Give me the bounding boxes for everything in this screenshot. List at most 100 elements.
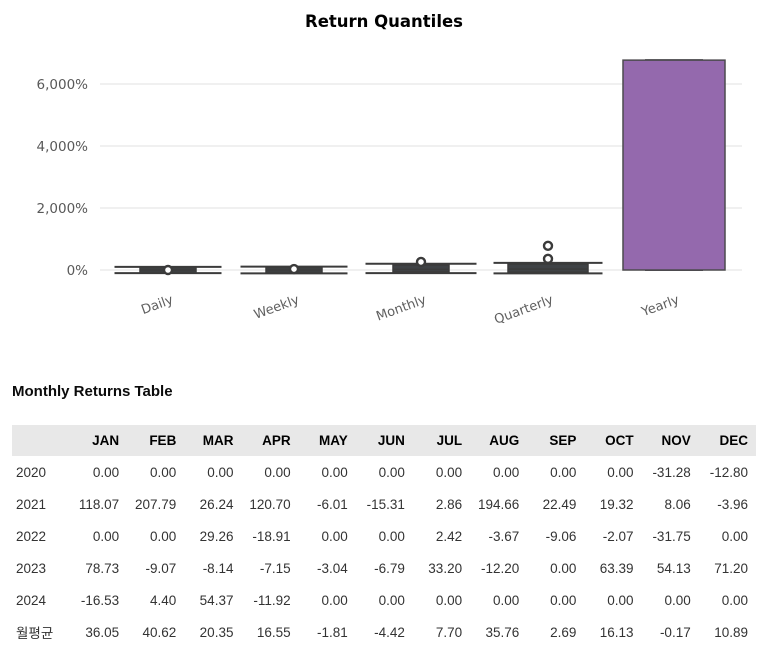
- return-value-cell: 0.00: [92, 464, 120, 480]
- return-value-cell: 0.00: [550, 592, 577, 608]
- return-value-cell: -6.01: [317, 496, 348, 512]
- return-value-cell: -12.80: [709, 464, 748, 480]
- table-header-cell-dec: DEC: [698, 425, 756, 456]
- y-tick-label: 4,000%: [37, 139, 89, 155]
- row-label: 2024: [16, 592, 47, 608]
- return-value-cell: 0.00: [664, 592, 691, 608]
- return-quantiles-boxplot: Return Quantiles 0% 2,000% 4,000% 6,000% Dail…: [37, 12, 742, 328]
- return-value-cell: 40.62: [142, 624, 177, 640]
- return-value-cell: 22.49: [542, 496, 577, 512]
- return-value-cell: -7.15: [259, 560, 291, 576]
- return-quantiles-chart: Return Quantiles 0% 2,000% 4,000% 6,000% Dail…: [37, 12, 742, 328]
- return-value-cell: 2.86: [435, 496, 463, 512]
- table-header-cell-jun: JUN: [355, 425, 413, 456]
- return-value-cell: -15.31: [366, 496, 405, 512]
- return-value-cell: -16.53: [80, 592, 120, 608]
- return-value-cell: 0.00: [92, 528, 120, 544]
- table-row: 2023 78.73 -9.07 -8.14 -7.15 -3.04 -6.79 33.20 -…: [12, 552, 756, 584]
- return-value-cell: -11.92: [253, 592, 291, 608]
- boxplot-yearly-box: [622, 59, 726, 271]
- return-value-cell: -0.17: [659, 624, 691, 640]
- x-category-label: Monthly: [374, 293, 428, 325]
- table-header-cell-mar: MAR: [184, 425, 242, 456]
- return-value-cell: 120.70: [249, 496, 291, 512]
- table-header-row: JAN FEB MAR APR MAY JUN JUL AUG SEP OCT NOV DEC: [12, 425, 756, 456]
- chart-title: Return Quantiles: [305, 12, 463, 31]
- row-label: 2023: [16, 560, 47, 576]
- return-value-cell: -3.67: [488, 528, 520, 544]
- return-value-cell: 118.07: [78, 496, 120, 512]
- return-value-cell: 26.24: [199, 496, 234, 512]
- return-value-cell: 78.73: [85, 560, 120, 576]
- table-header-cell-jan: JAN: [70, 425, 128, 456]
- table-row: 2021 118.07 207.79 26.24 120.70 -6.01 -15.31 2.…: [12, 488, 756, 520]
- return-value-cell: 10.89: [714, 624, 748, 640]
- return-value-cell: -9.06: [545, 528, 577, 544]
- table-header-cell-aug: AUG: [470, 425, 528, 456]
- return-value-cell: 0.00: [435, 592, 463, 608]
- return-value-cell: -12.20: [480, 560, 520, 576]
- boxplot-quarterly-outlier: [542, 253, 554, 265]
- return-value-cell: -6.79: [374, 560, 405, 576]
- return-value-cell: 0.00: [492, 464, 520, 480]
- return-value-cell: 7.70: [435, 624, 463, 640]
- return-value-cell: 0.00: [550, 560, 577, 576]
- monthly-returns-section: Monthly Returns Table JAN FEB MAR APR MAY JUN…: [0, 383, 768, 648]
- return-value-cell: 0.00: [607, 592, 634, 608]
- return-value-cell: 0.00: [721, 528, 748, 544]
- return-value-cell: 0.00: [207, 464, 234, 480]
- return-value-cell: 33.20: [428, 560, 463, 576]
- boxplot-weekly-outlier: [288, 263, 300, 275]
- return-value-cell: 0.00: [378, 528, 405, 544]
- row-label: 2021: [16, 496, 47, 512]
- return-value-cell: 0.00: [607, 464, 634, 480]
- return-value-cell: -4.42: [374, 624, 405, 640]
- table-header-cell-apr: APR: [241, 425, 299, 456]
- return-value-cell: 54.37: [199, 592, 234, 608]
- y-tick-label: 2,000%: [37, 201, 89, 217]
- return-value-cell: 0.00: [435, 464, 463, 480]
- table-row: 2020 0.00 0.00 0.00 0.00 0.00 0.00 0.00 0.00 0.00…: [12, 456, 756, 488]
- return-value-cell: 0.00: [378, 464, 405, 480]
- return-value-cell: 2.69: [550, 624, 577, 640]
- boxplot-daily-outlier: [162, 264, 174, 276]
- boxplot-monthly-outlier: [415, 256, 427, 268]
- return-value-cell: 0.00: [550, 464, 577, 480]
- table-header-cell-oct: OCT: [584, 425, 642, 456]
- return-value-cell: 16.55: [256, 624, 291, 640]
- x-category-label: Yearly: [639, 293, 682, 321]
- return-value-cell: -18.91: [252, 528, 291, 544]
- row-label: 2022: [16, 528, 47, 544]
- return-value-cell: -8.14: [202, 560, 234, 576]
- table-header-cell-feb: FEB: [127, 425, 185, 456]
- return-value-cell: 0.00: [150, 528, 177, 544]
- x-category-label: Weekly: [252, 293, 302, 323]
- table-row: 월평균 36.05 40.62 20.35 16.55 -1.81 -4.42 7.70 35.…: [12, 616, 756, 648]
- return-value-cell: 0.00: [492, 592, 520, 608]
- return-value-cell: 63.39: [599, 560, 634, 576]
- return-value-cell: -3.04: [317, 560, 348, 576]
- return-value-cell: 36.05: [85, 624, 120, 640]
- return-value-cell: 0.00: [721, 592, 748, 608]
- table-header-cell-jul: JUL: [412, 425, 471, 456]
- return-value-cell: -2.07: [602, 528, 634, 544]
- return-value-cell: 35.76: [485, 624, 520, 640]
- return-value-cell: 54.13: [656, 560, 691, 576]
- y-tick-label: 0%: [67, 263, 89, 279]
- table-header-cell-nov: NOV: [641, 425, 699, 456]
- x-category-label: Daily: [139, 293, 175, 318]
- return-value-cell: 2.42: [435, 528, 463, 544]
- return-value-cell: 16.13: [599, 624, 634, 640]
- table-title: Monthly Returns Table: [12, 383, 173, 400]
- return-value-cell: -1.81: [317, 624, 348, 640]
- return-value-cell: 207.79: [135, 496, 177, 512]
- table-row: 2022 0.00 0.00 29.26 -18.91 0.00 0.00 2.42 -3.67…: [12, 520, 756, 552]
- return-value-cell: 71.20: [714, 560, 748, 576]
- return-value-cell: 0.00: [264, 464, 291, 480]
- return-value-cell: 8.06: [664, 496, 691, 512]
- table-header-cell-may: MAY: [298, 425, 356, 456]
- return-value-cell: 0.00: [321, 464, 348, 480]
- return-value-cell: 0.00: [321, 528, 348, 544]
- return-value-cell: 29.26: [199, 528, 234, 544]
